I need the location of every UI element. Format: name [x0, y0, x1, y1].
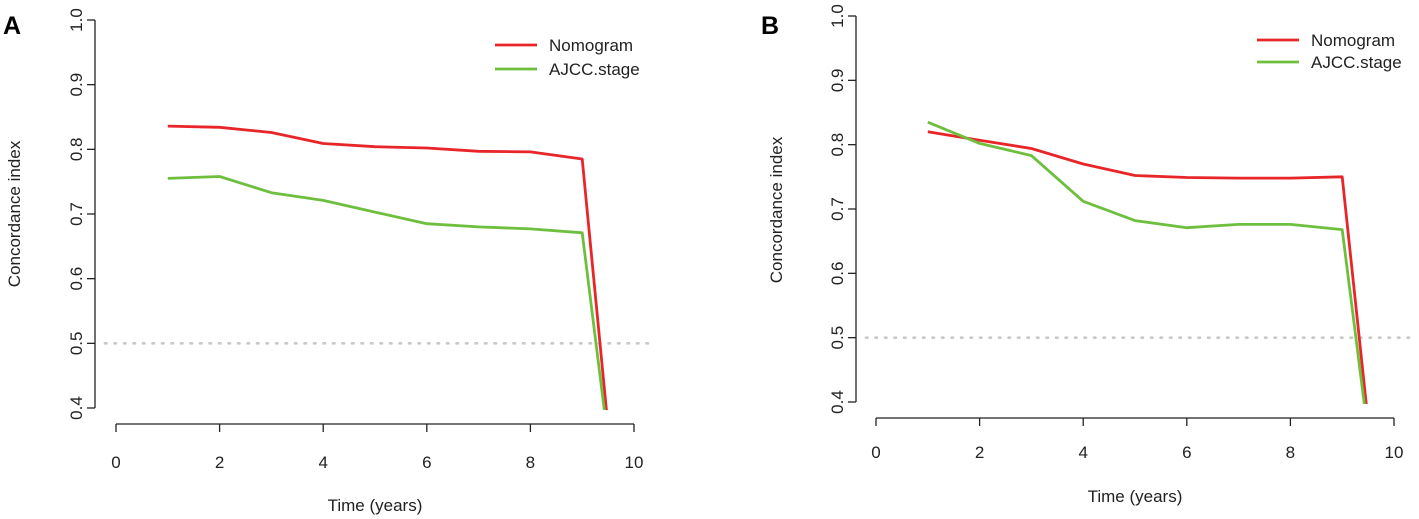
- panel-b-letter: B: [761, 12, 779, 40]
- panel-b-x-tick-label: 8: [1286, 443, 1295, 462]
- panel-b-y-tick-label: 0.7: [828, 197, 847, 221]
- panel-a-y-tick-label: 0.9: [67, 73, 86, 97]
- panel-a-y-tick-label: 0.6: [67, 267, 86, 291]
- panel-a-nomogram-line: [167, 124, 608, 410]
- panel-b-y-tick-label: 0.9: [828, 69, 847, 93]
- panel-b-x-axis-label: Time (years): [1088, 487, 1183, 506]
- panel-b-y-tick-label: 0.5: [828, 326, 847, 350]
- panel-a-legend-label-nomogram: Nomogram: [549, 36, 633, 55]
- panel-b-x-tick-label: 10: [1385, 443, 1404, 462]
- panel-a-x-tick-label: 10: [625, 453, 644, 472]
- panel-b-y-tick-label: 0.4: [828, 390, 847, 414]
- panel-a-x-tick-label: 2: [215, 453, 224, 472]
- panel-a-x-tick-label: 0: [111, 453, 120, 472]
- panel-b-legend-label-ajcc-stage: AJCC.stage: [1311, 53, 1402, 72]
- panel-a-y-tick-label: 0.7: [67, 202, 86, 226]
- panel-a-x-tick-label: 4: [318, 453, 327, 472]
- panel-b-x-tick-label: 2: [975, 443, 984, 462]
- panel-a: A Time (years) Concordance index 0.4 0.5 0…: [3, 8, 658, 515]
- panel-b-x-tick-label: 0: [871, 443, 880, 462]
- panel-a-x-axis-label: Time (years): [328, 496, 423, 515]
- panel-a-y-tick-label: 0.5: [67, 332, 86, 356]
- panel-b-y-tick-label: 0.8: [828, 133, 847, 157]
- panel-a-y-tick-label: 0.8: [67, 138, 86, 162]
- panel-a-y-axis-label: Concordance index: [5, 140, 24, 287]
- panel-b: B Time (years) Concordance index 0.4 0.5 0…: [761, 4, 1418, 506]
- panel-a-ajcc-stage-line: [167, 175, 606, 410]
- panel-b-legend-label-nomogram: Nomogram: [1311, 31, 1395, 50]
- panel-b-x-tick-label: 6: [1182, 443, 1191, 462]
- panel-a-x-tick-label: 6: [422, 453, 431, 472]
- panel-b-y-tick-label: 0.6: [828, 262, 847, 286]
- panel-b-y-tick-label: 1.0: [828, 4, 847, 28]
- panel-a-y-tick-label: 1.0: [67, 8, 86, 32]
- panel-a-legend-label-ajcc-stage: AJCC.stage: [549, 60, 640, 79]
- panel-b-ajcc-stage-line: [927, 120, 1366, 404]
- panel-a-y-tick-label: 0.4: [67, 396, 86, 420]
- panel-a-x-tick-label: 8: [526, 453, 535, 472]
- panel-b-nomogram-line: [927, 130, 1368, 404]
- panel-a-letter: A: [3, 12, 21, 40]
- panel-b-x-tick-label: 4: [1078, 443, 1087, 462]
- panel-b-y-axis-label: Concordance index: [767, 136, 786, 283]
